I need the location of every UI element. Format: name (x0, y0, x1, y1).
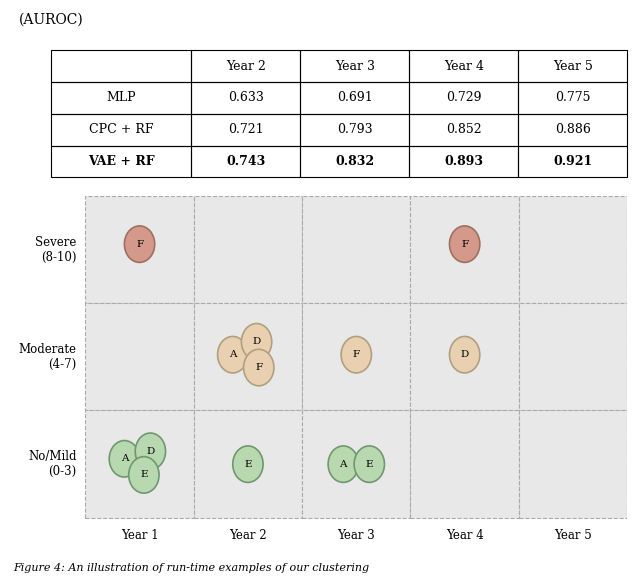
Bar (85, 303, 194, 411)
Text: 0.721: 0.721 (228, 123, 264, 136)
Bar (519, 303, 627, 411)
Bar (191, 82, 300, 114)
Bar (300, 50, 409, 82)
Bar (410, 196, 519, 303)
Text: Year 4: Year 4 (444, 60, 484, 73)
Text: 0.775: 0.775 (555, 92, 591, 104)
Ellipse shape (449, 226, 480, 263)
Text: F: F (353, 350, 360, 359)
Bar (409, 82, 518, 114)
Text: (AUROC): (AUROC) (19, 13, 84, 27)
Text: 0.729: 0.729 (446, 92, 481, 104)
Ellipse shape (354, 446, 385, 483)
Ellipse shape (218, 336, 248, 373)
Ellipse shape (233, 446, 263, 483)
Bar (51, 146, 191, 177)
Bar (302, 196, 410, 303)
Text: F: F (461, 240, 468, 249)
Bar (518, 146, 627, 177)
Bar (519, 196, 627, 303)
Bar (51, 82, 191, 114)
Text: 0.886: 0.886 (555, 123, 591, 136)
Bar (518, 82, 627, 114)
Ellipse shape (129, 457, 159, 493)
Bar (85, 196, 194, 303)
Text: 0.793: 0.793 (337, 123, 372, 136)
Text: D: D (252, 338, 260, 346)
Bar (410, 411, 519, 518)
Text: Year 4: Year 4 (446, 529, 484, 541)
Bar (519, 411, 627, 518)
Text: A: A (229, 350, 237, 359)
Text: F: F (255, 363, 262, 372)
Text: D: D (147, 447, 154, 456)
Text: Severe
(8-10): Severe (8-10) (35, 236, 77, 263)
Ellipse shape (341, 336, 371, 373)
Text: MLP: MLP (106, 92, 136, 104)
Text: Year 2: Year 2 (226, 60, 266, 73)
Text: 0.852: 0.852 (446, 123, 481, 136)
Bar (409, 146, 518, 177)
Text: E: E (140, 471, 148, 479)
Text: 0.921: 0.921 (553, 155, 593, 168)
Text: 0.743: 0.743 (226, 155, 266, 168)
Text: Year 1: Year 1 (121, 529, 158, 541)
Text: A: A (120, 454, 128, 463)
Bar (191, 146, 300, 177)
Ellipse shape (244, 349, 274, 386)
Text: F: F (136, 240, 143, 249)
Text: A: A (340, 460, 347, 469)
Bar (410, 303, 519, 411)
Ellipse shape (328, 446, 358, 483)
Text: Year 5: Year 5 (554, 529, 592, 541)
Bar (194, 303, 302, 411)
Text: Figure 4: An illustration of run-time examples of our clustering: Figure 4: An illustration of run-time ex… (13, 563, 369, 573)
Bar (194, 411, 302, 518)
Text: No/Mild
(0-3): No/Mild (0-3) (28, 450, 77, 478)
Bar (194, 196, 302, 303)
Bar (191, 114, 300, 146)
Bar (191, 50, 300, 82)
Ellipse shape (241, 324, 272, 360)
Ellipse shape (449, 336, 480, 373)
Ellipse shape (124, 226, 155, 263)
Bar (51, 50, 191, 82)
Text: Year 5: Year 5 (553, 60, 593, 73)
Text: 0.633: 0.633 (228, 92, 264, 104)
Text: E: E (244, 460, 252, 469)
Text: Year 2: Year 2 (229, 529, 267, 541)
Bar (518, 50, 627, 82)
Ellipse shape (135, 433, 166, 469)
Text: CPC + RF: CPC + RF (89, 123, 154, 136)
Bar (85, 411, 194, 518)
Text: E: E (365, 460, 373, 469)
Bar (409, 50, 518, 82)
Bar (300, 82, 409, 114)
Bar (302, 411, 410, 518)
Text: VAE + RF: VAE + RF (88, 155, 155, 168)
Bar (300, 114, 409, 146)
Text: 0.691: 0.691 (337, 92, 372, 104)
Text: Moderate
(4-7): Moderate (4-7) (19, 343, 77, 371)
Bar (302, 303, 410, 411)
Bar (409, 114, 518, 146)
Ellipse shape (109, 441, 140, 477)
Text: 0.893: 0.893 (444, 155, 483, 168)
Text: Year 3: Year 3 (335, 60, 375, 73)
Text: 0.832: 0.832 (335, 155, 374, 168)
Bar (300, 146, 409, 177)
Bar (518, 114, 627, 146)
Bar (51, 114, 191, 146)
Text: D: D (461, 350, 468, 359)
Text: Year 3: Year 3 (337, 529, 375, 541)
